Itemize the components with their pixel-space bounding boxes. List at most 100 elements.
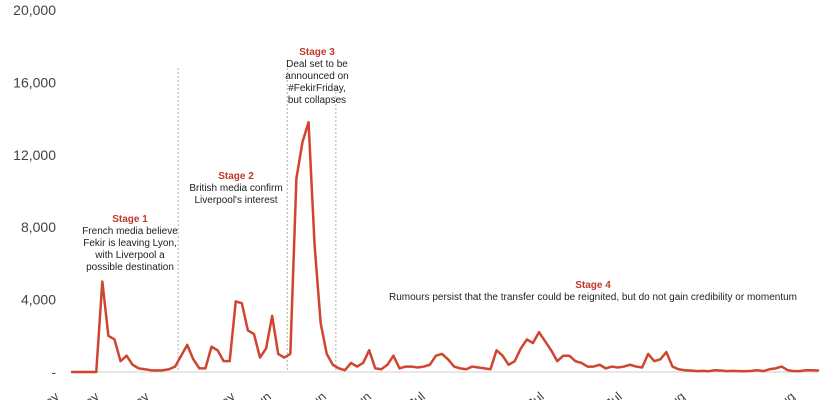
data-point [283,356,285,358]
data-point [386,364,388,366]
data-point [471,365,473,367]
data-point [429,364,431,366]
x-tick-label: May [209,388,238,400]
x-tick-label: Jul [525,389,547,400]
data-point [671,365,673,367]
data-point [71,371,73,373]
data-point [477,366,479,368]
data-point [592,365,594,367]
data-point [228,360,230,362]
data-point [629,364,631,366]
data-point [574,360,576,362]
data-point [107,335,109,337]
data-point [301,141,303,143]
data-point [665,351,667,353]
data-point [465,368,467,370]
stage-title: Stage 4 [575,280,611,291]
data-point [799,370,801,372]
data-point [289,353,291,355]
data-point [768,368,770,370]
data-point [319,322,321,324]
data-point [180,355,182,357]
data-point [586,365,588,367]
data-point [253,333,255,335]
data-point [277,353,279,355]
data-point [156,369,158,371]
x-tick-label: Jun [303,389,329,400]
x-tick-label: May [123,388,152,400]
data-point [611,365,613,367]
data-point [744,370,746,372]
data-point [489,368,491,370]
data-point [398,367,400,369]
data-point [507,364,509,366]
data-point [435,355,437,357]
data-point [738,370,740,372]
stage-title: Stage 1 [112,214,148,225]
data-point [441,353,443,355]
data-point [786,369,788,371]
y-tick-label: 4,000 [21,292,56,308]
data-point [659,358,661,360]
data-point [89,371,91,373]
data-point [720,369,722,371]
data-point [216,349,218,351]
stage-description-line: Liverpool's interest [194,195,277,206]
data-point [623,365,625,367]
data-point [95,371,97,373]
y-tick-label: 8,000 [21,219,56,235]
data-point [556,360,558,362]
data-point [780,365,782,367]
data-point [762,370,764,372]
data-point [265,347,267,349]
data-point [368,349,370,351]
data-point [271,315,273,317]
stage-title: Stage 2 [218,171,254,182]
stage-description-line: announced on [285,71,348,82]
data-point [119,360,121,362]
data-point [338,367,340,369]
data-point [113,338,115,340]
data-point [404,365,406,367]
data-point [350,362,352,364]
x-tick-label: Aug [661,389,688,400]
data-point [526,338,528,340]
data-point [562,355,564,357]
data-point [186,344,188,346]
data-point [774,367,776,369]
data-point [144,368,146,370]
data-point [750,370,752,372]
data-point [635,365,637,367]
data-point [222,360,224,362]
data-point [192,358,194,360]
data-point [326,353,328,355]
series-line [70,120,820,374]
data-point [204,367,206,369]
stage-description-line: Deal set to be [286,59,348,70]
data-point [811,369,813,371]
data-point [501,355,503,357]
x-tick-label: Jul [603,389,625,400]
stage-title: Stage 3 [299,47,335,58]
data-point [374,367,376,369]
data-point [307,121,309,123]
y-tick-label: - [51,364,56,380]
stage-description-line: possible destination [86,262,174,273]
data-point [235,300,237,302]
data-point [520,347,522,349]
data-point [83,371,85,373]
data-point [732,370,734,372]
x-axis: May May May May Jun Jun Jun Jul Jul Jul Aug Aug [33,371,818,400]
data-point [447,358,449,360]
data-point [453,365,455,367]
data-point [617,366,619,368]
data-point [532,342,534,344]
data-point [168,368,170,370]
data-point [198,367,200,369]
data-point [714,369,716,371]
data-point [423,365,425,367]
